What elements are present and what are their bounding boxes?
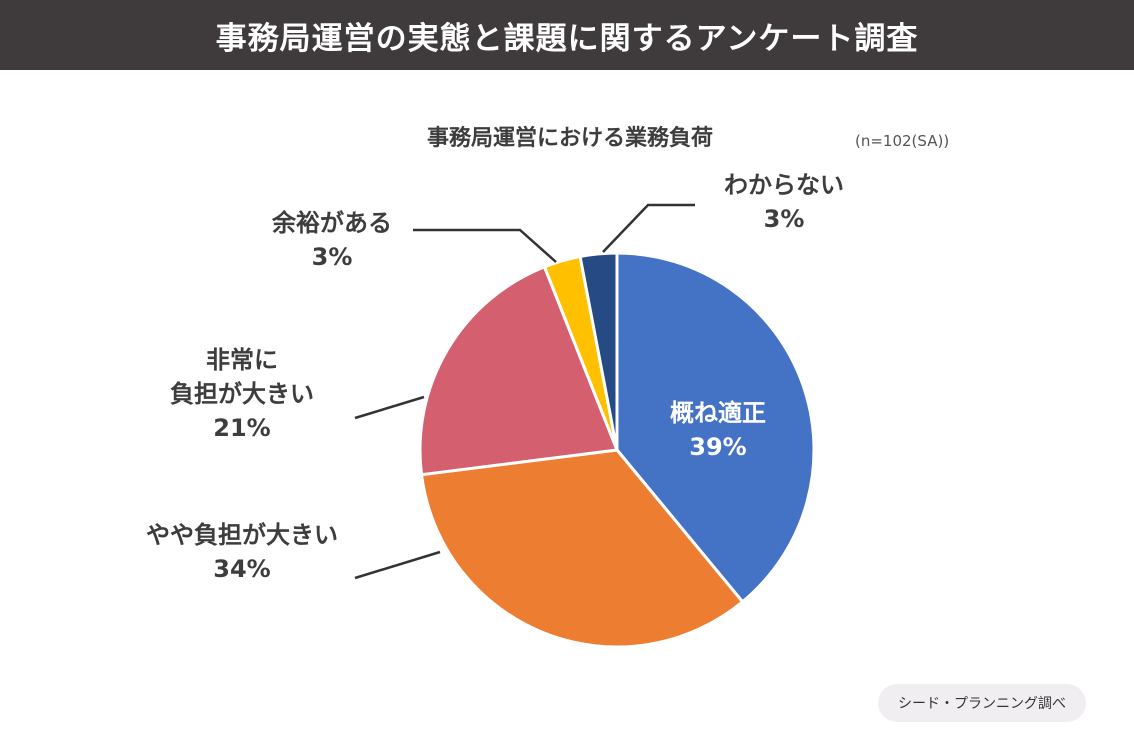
slice-label-3-line-2: 負担が大きい (170, 380, 314, 408)
pie-slice-5 (578, 251, 619, 452)
sample-size-note: (n=102(SA)) (855, 132, 950, 150)
slice-label-3-line-1: 非常に (206, 346, 278, 374)
pie-slice-1 (615, 251, 816, 604)
leader-line-2 (354, 550, 441, 580)
slice-value-label-5: 3% (764, 205, 805, 233)
slice-label-5: わからない (724, 171, 844, 199)
header-bar: 事務局運営の実態と課題に関するアンケート調査 (0, 0, 1134, 70)
slice-label-1: 概ね適正 (670, 399, 766, 427)
pie-slice-2 (420, 448, 745, 649)
pie-slice-3 (418, 265, 619, 477)
slice-label-4: 余裕がある (271, 209, 392, 237)
leader-line-5 (602, 203, 695, 253)
source-badge: シード・プランニング調べ (878, 684, 1086, 722)
chart-title: 事務局運営における業務負荷 (426, 126, 713, 151)
page-title: 事務局運営の実態と課題に関するアンケート調査 (215, 20, 919, 57)
slice-value-label-3: 21% (213, 414, 270, 442)
leader-line-3 (354, 395, 425, 420)
slice-value-label-1: 39% (689, 433, 746, 461)
slice-value-label-4: 3% (312, 243, 353, 271)
leader-line-4 (413, 228, 557, 263)
slice-label-2: やや負担が大きい (146, 521, 338, 549)
slice-value-label-2: 34% (213, 555, 270, 583)
